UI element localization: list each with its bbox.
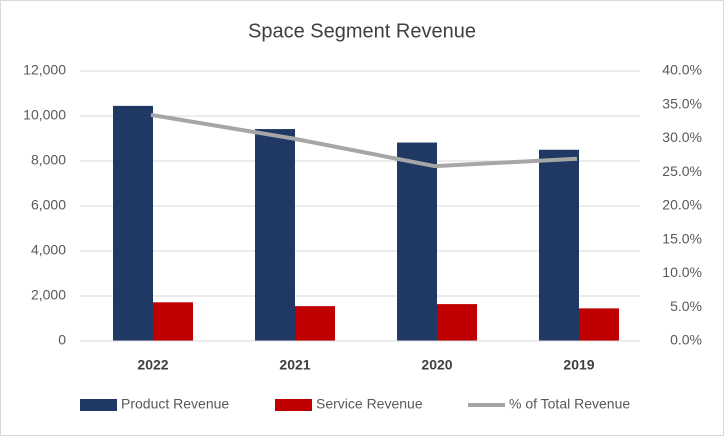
y-tick-label: 6,000	[31, 197, 66, 213]
y2-tick-label: 20.0%	[662, 197, 702, 213]
y2-tick-label: 30.0%	[662, 129, 702, 145]
x-tick-label: 2021	[279, 357, 310, 373]
y2-tick-label: 5.0%	[670, 298, 702, 314]
y-tick-label: 12,000	[23, 62, 66, 78]
y-tick-label: 4,000	[31, 242, 66, 258]
x-tick-label: 2022	[137, 357, 168, 373]
bar	[255, 129, 295, 341]
bar	[113, 105, 153, 341]
y2-tick-label: 10.0%	[662, 264, 702, 280]
y2-tick-label: 35.0%	[662, 95, 702, 111]
line	[150, 112, 578, 169]
legend-swatch	[275, 399, 312, 411]
y2-tick-label: 40.0%	[662, 62, 702, 78]
y-tick-label: 10,000	[23, 107, 66, 123]
y-tick-label: 0	[58, 332, 66, 348]
bar	[295, 306, 335, 341]
y2-tick-label: 0.0%	[670, 332, 702, 348]
y2-tick-label: 15.0%	[662, 230, 702, 246]
y-tick-label: 2,000	[31, 287, 66, 303]
x-tick-label: 2019	[563, 357, 594, 373]
x-tick-label: 2020	[421, 357, 452, 373]
chart-title: Space Segment Revenue	[248, 20, 476, 42]
bar	[153, 302, 193, 341]
legend-label: Service Revenue	[316, 396, 423, 412]
y2-tick-label: 25.0%	[662, 163, 702, 179]
bar	[579, 308, 619, 341]
bar	[397, 142, 437, 341]
legend-swatch	[80, 399, 117, 411]
bar	[539, 149, 579, 341]
legend-label: Product Revenue	[121, 396, 229, 412]
y-tick-label: 8,000	[31, 152, 66, 168]
bar	[437, 304, 477, 341]
legend-label: % of Total Revenue	[509, 396, 630, 412]
